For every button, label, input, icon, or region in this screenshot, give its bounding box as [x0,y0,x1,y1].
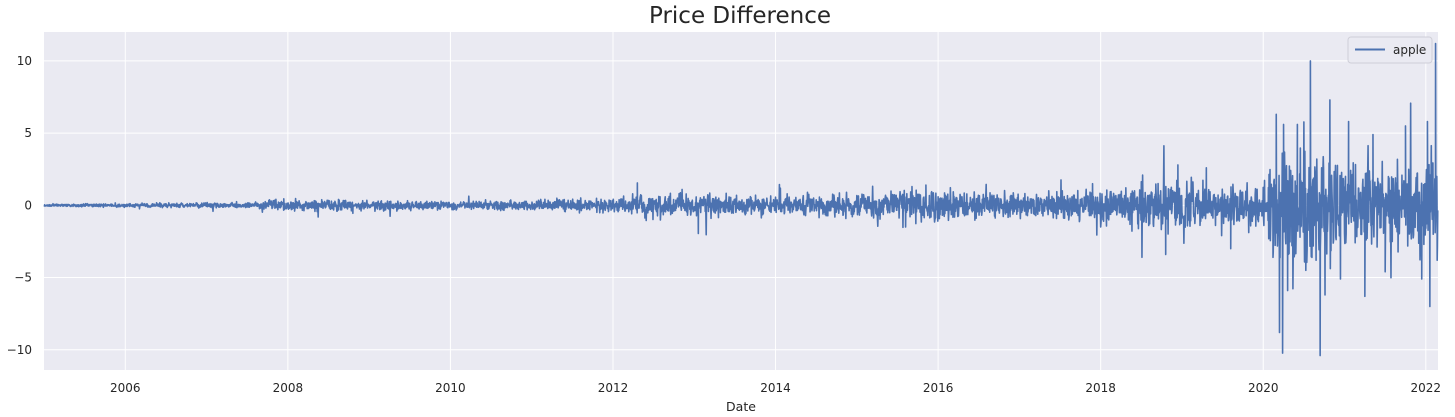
y-tick-label: 5 [24,126,32,140]
plot-area [44,32,1438,370]
y-tick-label: −5 [14,271,32,285]
series-line-apple [43,42,1439,357]
legend-box [1347,36,1433,64]
x-tick-label: 2010 [435,381,466,395]
series-layer [43,42,1439,357]
y-tick-label: −10 [7,343,32,357]
x-tick-label: 2020 [1248,381,1279,395]
y-tick-label: 0 [24,198,32,212]
y-tick-label: 10 [17,54,32,68]
chart-title: Price Difference [649,3,831,29]
legend-label-apple: apple [1393,43,1426,57]
x-tick-label: 2006 [110,381,141,395]
x-tick-label: 2014 [760,381,791,395]
x-tick-label: 2016 [923,381,954,395]
legend: apple [1347,36,1433,64]
x-tick-label: 2018 [1085,381,1116,395]
x-tick-label: 2022 [1411,381,1442,395]
x-tick-label: 2008 [273,381,304,395]
axes: 2006 2008 2010 2012 2014 2016 2018 2020 2022 10 5 0… [7,54,1441,395]
x-axis-label: Date [726,399,756,414]
x-tick-label: 2012 [598,381,629,395]
